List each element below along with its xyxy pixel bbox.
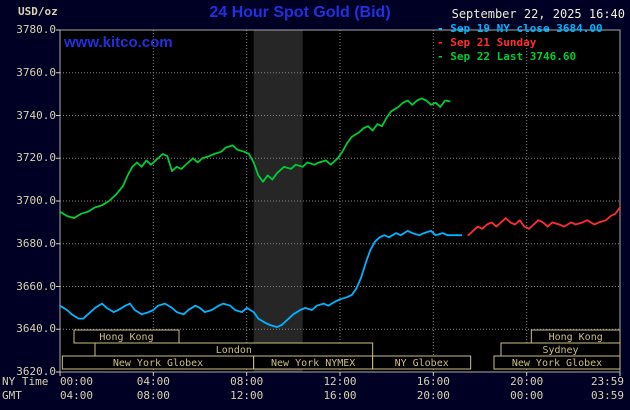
x-axis-tick-label: 12:00 — [323, 375, 357, 388]
kitco-link[interactable]: www.kitco.com — [64, 34, 173, 51]
legend-item: - Sep 21 Sunday — [437, 36, 537, 49]
y-axis-tick-label: 3720.0 — [16, 151, 56, 165]
legend: - Sep 19 NY close 3684.00- Sep 21 Sunday… — [437, 22, 603, 64]
x-axis-tick-label: 04:00 — [59, 389, 94, 402]
session-label: London — [216, 345, 252, 356]
x-axis-tick-label: 20:00 — [416, 389, 450, 402]
x-axis-tick-label: 03:59 — [590, 389, 625, 402]
y-axis-tick-label: 3740.0 — [16, 108, 56, 122]
session-box — [493, 355, 621, 370]
y-axis-tick-label: 3780.0 — [16, 23, 56, 36]
x-axis-tick-label: 20:00 — [510, 375, 544, 388]
x-axis-tick-label: 08:00 — [136, 389, 170, 402]
series-line-sep-21-sunday — [467, 206, 621, 237]
x-axis-tick-label: 04:00 — [136, 375, 170, 388]
session-label: Hong Kong — [549, 332, 603, 343]
unit-label: USD/oz — [18, 5, 58, 18]
y-axis-tick-label: 3620.0 — [16, 365, 56, 378]
session-label: New York NYMEX — [271, 358, 355, 369]
x-axis-tick-label: 16:00 — [416, 375, 450, 388]
y-axis-tick-label: 3680.0 — [16, 236, 56, 250]
x-axis-tick-label: 00:00 — [59, 375, 94, 388]
datetime-label: September 22, 2025 16:40 — [451, 7, 625, 21]
x-axis-tick-label: 23:59 — [590, 375, 625, 388]
x-axis-row-label: GMT — [2, 389, 22, 402]
legend-item: - Sep 19 NY close 3684.00 — [437, 22, 603, 35]
session-label: NY Globex — [395, 358, 449, 369]
y-axis-tick-label: 3760.0 — [16, 65, 56, 79]
x-axis-row-label: NY Time — [2, 375, 49, 388]
legend-item: - Sep 22 Last 3746.60 — [437, 50, 577, 63]
x-axis-tick-label: 00:00 — [510, 389, 544, 402]
session-box — [372, 355, 472, 370]
series-line-sep-19-ny-close — [59, 229, 463, 329]
session-label: New York Globex — [512, 358, 602, 369]
y-axis-tick-label: 3700.0 — [16, 194, 56, 207]
x-axis-tick-label: 12:00 — [230, 389, 264, 402]
x-axis-tick-label: 16:00 — [323, 389, 357, 402]
x-axis-tick-label: 08:00 — [230, 375, 264, 388]
session-label: Hong Kong — [99, 332, 153, 343]
y-axis-tick-label: 3660.0 — [16, 279, 56, 293]
y-axis-tick-label: 3640.0 — [16, 322, 56, 336]
page-title: 24 Hour Spot Gold (Bid) — [209, 4, 391, 21]
session-label: New York Globex — [113, 358, 203, 369]
session-label: Sydney — [542, 345, 578, 356]
series-line-sep-22-last — [59, 97, 451, 220]
